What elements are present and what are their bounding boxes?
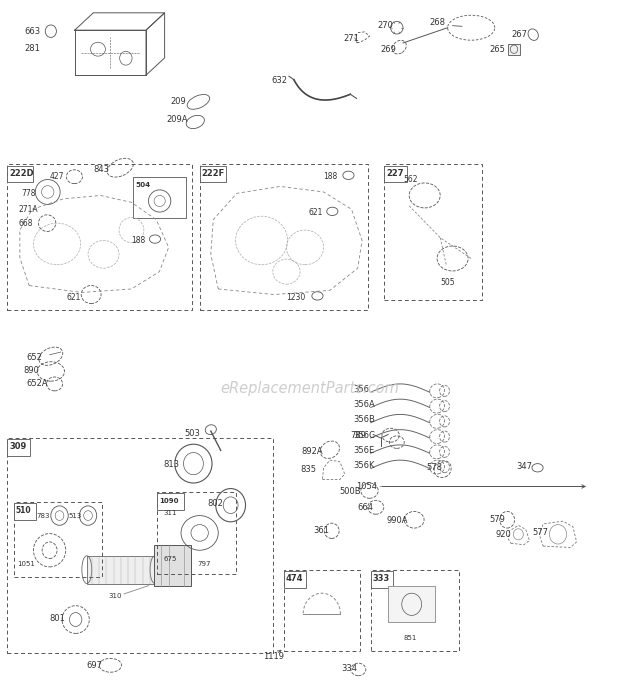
Text: 697: 697 — [87, 661, 103, 669]
Text: 188: 188 — [324, 173, 338, 181]
Text: 356C: 356C — [353, 431, 375, 439]
Text: 334: 334 — [341, 665, 357, 673]
Text: 503: 503 — [185, 430, 201, 438]
Text: 843: 843 — [93, 165, 109, 173]
Text: 209: 209 — [170, 98, 186, 106]
Bar — [157, 493, 184, 510]
Text: 427: 427 — [50, 173, 64, 181]
Text: 361: 361 — [313, 527, 329, 535]
Text: 268: 268 — [430, 19, 446, 27]
Text: 789: 789 — [350, 431, 366, 439]
Bar — [200, 166, 226, 182]
Text: 801: 801 — [50, 614, 66, 622]
Bar — [87, 556, 155, 584]
Text: 356: 356 — [353, 385, 370, 394]
Text: 271A: 271A — [19, 206, 38, 214]
Bar — [200, 164, 368, 310]
Text: 668: 668 — [19, 220, 33, 228]
Text: 1090: 1090 — [159, 498, 179, 504]
Bar — [371, 571, 393, 588]
Text: 347: 347 — [516, 462, 532, 471]
Text: 209A: 209A — [166, 116, 188, 124]
Text: 310: 310 — [108, 593, 122, 599]
Text: 920: 920 — [496, 531, 511, 539]
Bar — [384, 166, 407, 182]
Bar — [133, 177, 186, 218]
Text: 227: 227 — [386, 169, 404, 177]
Text: 267: 267 — [512, 30, 528, 39]
Text: 663: 663 — [25, 27, 41, 35]
Text: 356K: 356K — [353, 462, 375, 470]
Text: 500B: 500B — [340, 487, 361, 495]
Text: 675: 675 — [164, 556, 177, 561]
Text: 621: 621 — [66, 293, 81, 301]
Bar — [157, 492, 236, 574]
Text: 1119: 1119 — [264, 653, 285, 661]
Text: 281: 281 — [25, 44, 41, 53]
Bar — [284, 570, 360, 651]
Text: 504: 504 — [136, 182, 151, 188]
Text: 578: 578 — [427, 464, 443, 472]
Bar — [7, 166, 33, 182]
Text: 579: 579 — [490, 516, 506, 524]
Text: 632: 632 — [272, 76, 288, 85]
Text: 188: 188 — [131, 236, 146, 245]
Text: 265: 265 — [490, 45, 506, 53]
Bar — [14, 503, 36, 520]
Text: 652A: 652A — [26, 380, 48, 388]
Text: 311: 311 — [164, 510, 177, 516]
Text: 990A: 990A — [386, 516, 408, 525]
Bar — [154, 545, 191, 586]
Bar — [7, 439, 30, 456]
Bar — [14, 502, 102, 577]
Text: 783: 783 — [36, 513, 50, 518]
Text: 562: 562 — [403, 175, 417, 184]
Text: 356A: 356A — [353, 401, 375, 409]
Text: 851: 851 — [403, 635, 417, 640]
Bar — [508, 44, 520, 55]
Text: 356B: 356B — [353, 416, 375, 424]
Text: 333: 333 — [373, 574, 390, 583]
Text: 356E: 356E — [353, 446, 374, 455]
Text: eReplacementParts.com: eReplacementParts.com — [221, 380, 399, 396]
Bar — [388, 586, 435, 622]
Text: 890: 890 — [24, 366, 40, 374]
Text: 222F: 222F — [202, 169, 224, 177]
Bar — [284, 571, 306, 588]
Text: 778: 778 — [21, 189, 35, 198]
Text: 474: 474 — [286, 574, 303, 583]
Bar — [371, 570, 459, 651]
Text: 309: 309 — [9, 443, 27, 451]
Text: 797: 797 — [198, 561, 211, 567]
Text: 1054: 1054 — [356, 482, 377, 491]
Text: 835: 835 — [300, 466, 316, 474]
Text: 652: 652 — [26, 353, 42, 362]
Text: 513: 513 — [68, 513, 82, 518]
Bar — [7, 164, 192, 310]
Text: 510: 510 — [16, 507, 31, 515]
Text: 270: 270 — [377, 21, 393, 30]
Text: 1051: 1051 — [17, 561, 35, 567]
Text: 577: 577 — [532, 528, 548, 536]
Text: 621: 621 — [308, 209, 322, 217]
Text: 802: 802 — [208, 499, 224, 507]
Text: 271: 271 — [343, 35, 360, 43]
Text: 892A: 892A — [301, 447, 323, 455]
Text: 664: 664 — [357, 503, 373, 511]
Text: 1230: 1230 — [286, 293, 306, 301]
Text: 222D: 222D — [9, 169, 34, 177]
Bar — [384, 164, 482, 300]
Text: 269: 269 — [381, 45, 397, 53]
Bar — [7, 438, 273, 653]
Text: 505: 505 — [440, 279, 455, 287]
Text: 813: 813 — [164, 460, 180, 468]
